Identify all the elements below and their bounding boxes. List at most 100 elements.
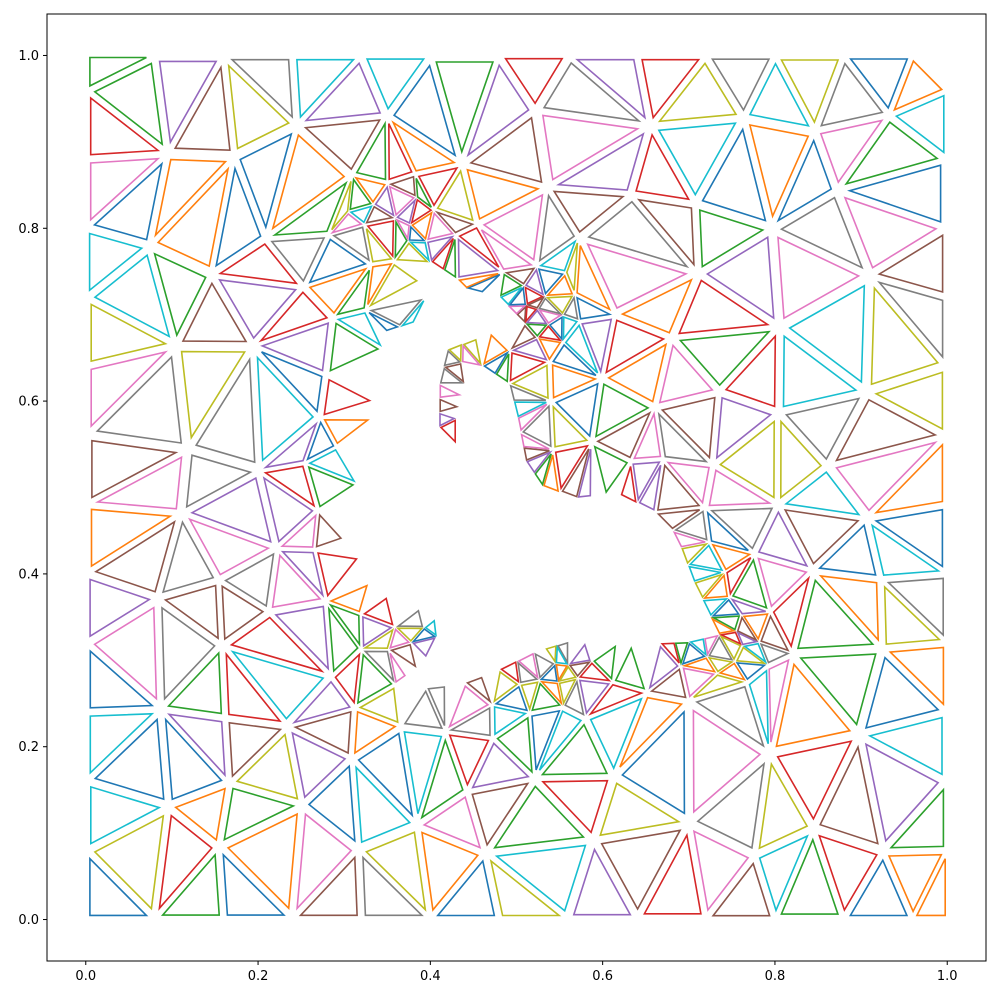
mesh-triangle xyxy=(531,682,562,712)
mesh-triangle xyxy=(173,64,231,152)
x-tick-label: 0.6 xyxy=(592,969,613,984)
mesh-triangle xyxy=(779,196,864,270)
mesh-triangle xyxy=(504,57,564,105)
mesh-triangle xyxy=(870,523,941,576)
mesh-triangle xyxy=(435,61,495,155)
mesh-triangle xyxy=(545,645,557,664)
mesh-triangle xyxy=(153,252,207,338)
mesh-triangle xyxy=(434,210,475,234)
plot-frame xyxy=(46,13,987,962)
mesh-triangle xyxy=(657,411,709,463)
mesh-triangle xyxy=(539,680,563,706)
mesh-triangle xyxy=(710,615,741,631)
mesh-triangle xyxy=(92,161,164,241)
mesh-triangle xyxy=(356,653,393,705)
mesh-triangle xyxy=(509,352,547,382)
mesh-triangle xyxy=(564,679,585,716)
mesh-triangle xyxy=(389,652,406,684)
mesh-triangle xyxy=(427,211,455,241)
mesh-triangle xyxy=(564,323,599,374)
mesh-triangle xyxy=(614,646,646,690)
mesh-triangle xyxy=(224,552,275,608)
mesh-triangle xyxy=(507,305,527,315)
mesh-triangle xyxy=(411,211,433,241)
mesh-triangle xyxy=(599,782,681,837)
mesh-triangle xyxy=(471,782,530,847)
mesh-triangle xyxy=(834,398,938,462)
x-tick-label: 0.8 xyxy=(765,969,786,984)
mesh-triangle xyxy=(509,384,547,402)
mesh-triangle xyxy=(458,226,500,268)
mesh-triangle xyxy=(439,398,460,413)
mesh-triangle xyxy=(619,696,684,768)
mesh-triangle xyxy=(525,323,548,338)
mesh-triangle xyxy=(704,634,719,657)
mesh-triangle xyxy=(336,312,383,348)
mesh-triangle xyxy=(323,418,370,445)
mesh-triangle xyxy=(796,578,875,650)
mesh-triangle xyxy=(223,787,296,842)
mesh-triangle xyxy=(274,605,330,671)
mesh-triangle xyxy=(239,132,293,230)
mesh-triangle xyxy=(374,185,395,217)
mesh-triangle xyxy=(308,267,368,315)
mesh-triangle xyxy=(742,642,768,665)
mesh-triangle xyxy=(621,710,686,815)
mesh-triangle xyxy=(521,404,552,448)
mesh-triangle xyxy=(541,779,609,834)
mesh-triangle xyxy=(315,513,343,548)
mesh-triangle xyxy=(493,670,519,703)
mesh-triangle xyxy=(417,166,459,207)
mesh-triangle xyxy=(511,364,549,400)
mesh-triangle xyxy=(758,834,809,913)
mesh-triangle xyxy=(820,61,884,127)
x-tick-label: 0.0 xyxy=(75,969,96,984)
mesh-triangle xyxy=(888,646,945,707)
mesh-triangle xyxy=(864,656,940,730)
mesh-triangle xyxy=(395,242,429,263)
mesh-triangle xyxy=(291,731,347,799)
mesh-triangle xyxy=(537,308,563,325)
mesh-triangle xyxy=(303,119,382,171)
mesh-triangle xyxy=(93,814,165,911)
mesh-triangle xyxy=(695,685,765,748)
mesh-triangle xyxy=(656,509,701,530)
mesh-triangle xyxy=(471,742,530,789)
mesh-triangle xyxy=(421,831,480,912)
mesh-triangle xyxy=(600,829,682,911)
mesh-triangle xyxy=(258,291,329,343)
mesh-triangle xyxy=(94,520,176,593)
mesh-triangle xyxy=(270,237,326,283)
mesh-triangle xyxy=(174,787,227,842)
mesh-triangle xyxy=(819,119,884,184)
mesh-triangle xyxy=(531,709,561,771)
mesh-triangle xyxy=(605,319,666,374)
mesh-triangle xyxy=(392,63,457,158)
mesh-triangle xyxy=(439,367,465,384)
mesh-triangle xyxy=(719,634,742,661)
y-tick-label: 0.8 xyxy=(18,222,39,237)
mesh-triangle xyxy=(511,338,548,361)
mesh-triangle xyxy=(327,606,359,673)
mesh-triangle xyxy=(779,419,823,500)
mesh-triangle xyxy=(308,238,368,284)
mesh-triangle xyxy=(466,63,530,158)
mesh-triangle xyxy=(768,658,790,743)
mesh-triangle xyxy=(718,662,747,681)
mesh-triangle xyxy=(330,212,363,235)
mesh-triangle xyxy=(711,861,771,917)
mesh-triangle xyxy=(565,242,579,291)
mesh-triangle xyxy=(706,510,749,552)
mesh-triangle xyxy=(307,465,355,508)
mesh-triangle xyxy=(368,311,400,332)
mesh-triangle xyxy=(638,464,662,511)
mesh-triangle xyxy=(513,401,547,418)
mesh-triangle xyxy=(291,680,352,724)
mesh-triangle xyxy=(306,420,335,461)
mesh-triangle xyxy=(702,598,729,617)
mesh-triangle xyxy=(439,419,457,444)
mesh-triangle xyxy=(799,653,877,727)
mesh-triangle xyxy=(181,281,248,343)
mesh-triangle xyxy=(396,197,417,225)
mesh-triangle xyxy=(163,584,219,640)
